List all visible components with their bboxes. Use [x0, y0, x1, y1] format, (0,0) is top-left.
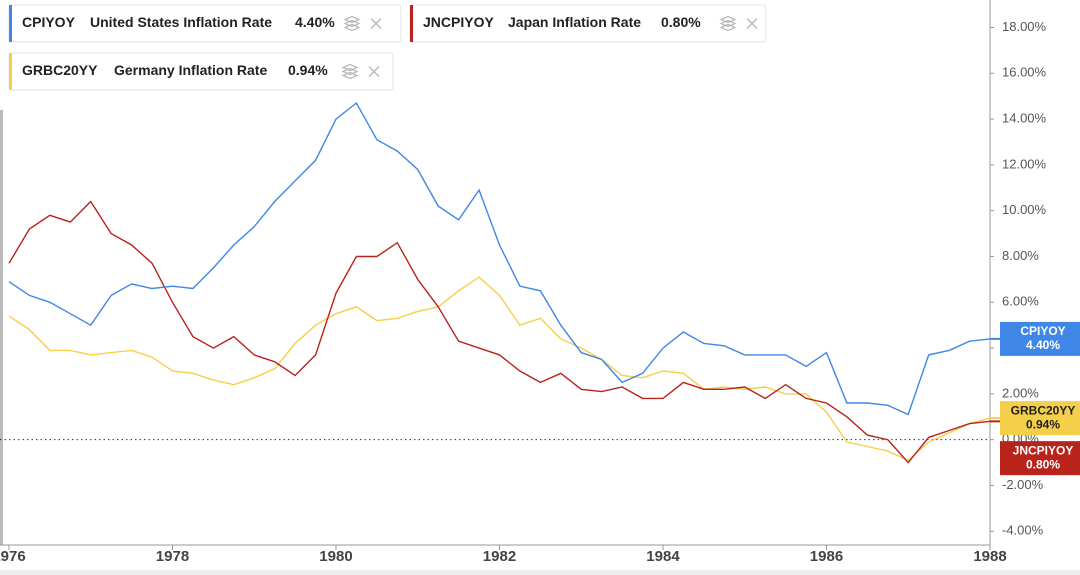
y-tick-label: -2.00%	[1002, 477, 1044, 492]
legend-swatch	[9, 53, 12, 90]
x-tick-label: 1988	[973, 548, 1006, 565]
legend-name: United States Inflation Rate	[90, 14, 272, 30]
legend-ticker: JNCPIYOY	[423, 14, 494, 30]
x-tick-label: 1986	[810, 548, 843, 565]
layers-icon	[341, 63, 359, 80]
y-tick-label: 16.00%	[1002, 65, 1047, 80]
layers-icon-part	[341, 71, 359, 80]
layers-icon-part	[719, 23, 737, 32]
value-tag	[1000, 321, 1080, 356]
value-tag-ticker: JNCPIYOY	[1013, 443, 1074, 457]
x-tick-label: 1982	[483, 548, 516, 565]
y-tick-label: 8.00%	[1002, 248, 1039, 263]
y-tick-label: 14.00%	[1002, 111, 1047, 126]
y-tick-label: 10.00%	[1002, 202, 1047, 217]
legend-value: 0.94%	[288, 62, 328, 78]
value-tag-value: 4.40%	[1026, 338, 1060, 352]
left-scrollbar	[0, 110, 3, 545]
layers-icon	[343, 15, 361, 32]
y-tick-label: 18.00%	[1002, 19, 1047, 34]
x-tick-label: 1978	[156, 548, 189, 565]
value-tag-ticker: CPIYOY	[1020, 324, 1065, 338]
legend-value: 0.80%	[661, 14, 701, 30]
value-tag-value: 0.80%	[1026, 457, 1060, 471]
series-line	[8, 101, 991, 416]
value-tag	[1000, 441, 1080, 476]
legend-value: 4.40%	[295, 14, 335, 30]
legend-name: Japan Inflation Rate	[508, 14, 641, 30]
legend-swatch	[410, 5, 413, 42]
bottom-strip	[0, 570, 1080, 575]
value-tag	[1000, 401, 1080, 436]
value-tag-ticker: GRBC20YY	[1011, 403, 1076, 417]
series-line	[8, 276, 991, 462]
legend-swatch	[9, 5, 12, 42]
value-tag-value: 0.94%	[1026, 417, 1060, 431]
close-icon-part	[368, 65, 380, 78]
y-tick-label: -4.00%	[1002, 523, 1044, 538]
y-tick-label: 2.00%	[1002, 385, 1039, 400]
legend-ticker: GRBC20YY	[22, 62, 98, 78]
close-icon[interactable]	[746, 17, 758, 30]
x-tick-label: 1976	[0, 548, 26, 565]
close-icon[interactable]	[370, 17, 382, 30]
legend-name: Germany Inflation Rate	[114, 62, 267, 78]
close-icon-part	[370, 17, 382, 30]
series-line	[8, 200, 991, 464]
close-icon[interactable]	[368, 65, 380, 78]
close-icon-part	[746, 17, 758, 30]
x-tick-label: 1980	[319, 548, 352, 565]
layers-icon-part	[343, 23, 361, 32]
layers-icon	[719, 15, 737, 32]
y-tick-label: 6.00%	[1002, 294, 1039, 309]
y-tick-label: 12.00%	[1002, 156, 1047, 171]
x-tick-label: 1984	[646, 548, 680, 565]
legend-ticker: CPIYOY	[22, 14, 76, 30]
